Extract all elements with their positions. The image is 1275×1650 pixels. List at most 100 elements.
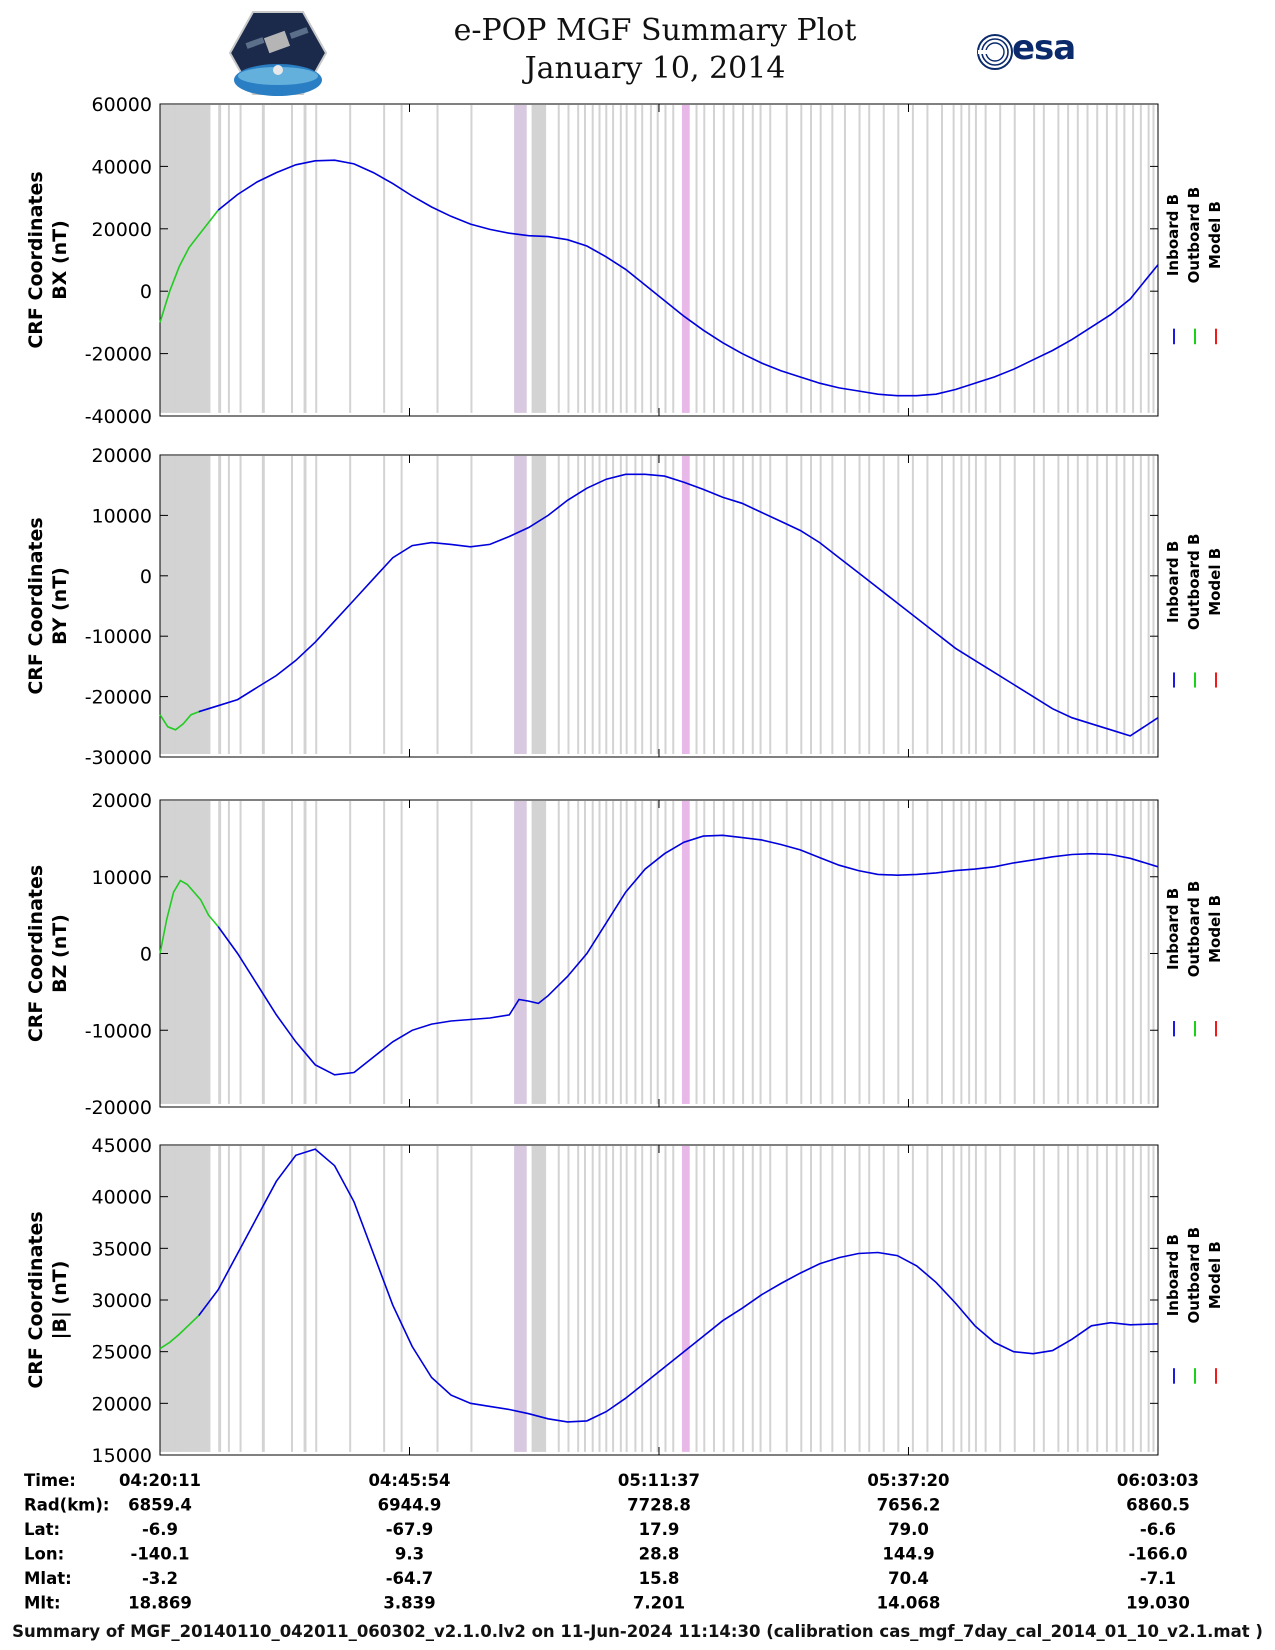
shade-line	[1147, 456, 1150, 754]
shade-band	[514, 801, 527, 1104]
legend-label: Model B	[1206, 1241, 1224, 1309]
plot-title: e-POP MGF Summary Plot January 10, 2014	[0, 12, 1275, 88]
y-tick-label: 0	[140, 281, 152, 303]
shade-line	[868, 1146, 871, 1452]
shade-line	[641, 801, 644, 1104]
shade-line	[315, 456, 318, 754]
shade-line	[868, 801, 871, 1104]
shade-line	[672, 456, 675, 754]
y-axis-label-line-1: CRF Coordinates	[25, 517, 47, 694]
shade-line	[695, 1146, 698, 1452]
shade-band	[261, 105, 265, 413]
shade-line	[656, 456, 659, 754]
shade-line	[625, 801, 628, 1104]
shade-line	[664, 801, 667, 1104]
shade-line	[577, 801, 580, 1104]
shade-line	[470, 105, 473, 413]
ephemeris-value: 04:20:11	[119, 1471, 201, 1490]
shade-band	[160, 456, 211, 754]
shade-line	[703, 456, 706, 754]
ephemeris-row-label: Time:	[24, 1471, 76, 1490]
shade-line	[882, 105, 885, 413]
shade-line	[940, 105, 943, 413]
shade-line	[1076, 1146, 1079, 1452]
legend-label: Model B	[1206, 201, 1224, 269]
shade-line	[882, 801, 885, 1104]
panel-3: -20000 -10000 0 10000 20000 CRF Coordinates BZ…	[25, 790, 1224, 1119]
ephemeris-value: 70.4	[888, 1569, 929, 1588]
title-line-1: e-POP MGF Summary Plot	[453, 13, 857, 48]
y-tick-label: -20000	[85, 344, 152, 366]
shade-line	[712, 1146, 715, 1452]
series-line	[159, 879, 219, 954]
shade-band	[261, 801, 265, 1104]
shade-line	[557, 456, 560, 754]
shade-line	[1152, 456, 1155, 754]
shade-line	[722, 456, 725, 754]
shade-line	[695, 105, 698, 413]
series-line	[217, 834, 1159, 1076]
shade-band	[261, 456, 265, 754]
ephemeris-table: Time: Rad(km): Lat: Lon: Mlat: Mlt: 04:20:11 68…	[24, 1471, 1199, 1613]
shade-line	[1067, 801, 1070, 1104]
shade-line	[634, 105, 637, 413]
shade-line	[843, 456, 846, 754]
shade-line	[1115, 801, 1118, 1104]
shade-band	[160, 1146, 211, 1452]
shade-line	[591, 105, 594, 413]
y-tick-label: 60000	[92, 94, 152, 116]
shade-line	[1013, 456, 1016, 754]
shade-line	[1076, 456, 1079, 754]
legend-label: Outboard B	[1185, 1227, 1203, 1324]
panel-1: -40000 -20000 0 20000 40000 60000 CRF Coordina…	[25, 94, 1224, 428]
shade-line	[239, 456, 242, 754]
shade-line	[843, 801, 846, 1104]
ephemeris-value: 79.0	[888, 1520, 929, 1539]
shade-line	[612, 105, 615, 413]
shade-line	[577, 1146, 580, 1452]
ephemeris-value: 6860.5	[1126, 1496, 1190, 1515]
shade-line	[1132, 1146, 1135, 1452]
ephemeris-value: -7.1	[1140, 1569, 1176, 1588]
shade-line	[1139, 105, 1142, 413]
shade-band	[514, 105, 527, 413]
ephemeris-value: 7728.8	[627, 1496, 691, 1515]
shade-line	[952, 1146, 955, 1452]
shade-line	[583, 1146, 586, 1452]
shade-line	[703, 801, 706, 1104]
plot-frame	[159, 799, 1159, 1108]
shade-line	[557, 801, 560, 1104]
shade-line	[577, 105, 580, 413]
esa-swirl-logo-icon	[977, 34, 1013, 70]
shade-line	[1057, 456, 1060, 754]
shade-line	[1042, 801, 1045, 1104]
shade-line	[911, 1146, 914, 1452]
shade-line	[785, 1146, 788, 1452]
shade-line	[759, 456, 762, 754]
shade-line	[1123, 456, 1126, 754]
shade-line	[436, 105, 439, 413]
shade-line	[1147, 105, 1150, 413]
shade-line	[999, 105, 1002, 413]
shade-line	[897, 105, 900, 413]
shade-line	[175, 801, 178, 1104]
shade-line	[960, 456, 963, 754]
y-tick-label: 0	[140, 566, 152, 588]
shade-line	[703, 1146, 706, 1452]
shade-line	[858, 801, 861, 1104]
shade-line	[641, 105, 644, 413]
shade-line	[712, 456, 715, 754]
shade-line	[810, 1146, 813, 1452]
shade-line	[769, 1146, 772, 1452]
shade-line	[1086, 456, 1089, 754]
shade-line	[1139, 801, 1142, 1104]
shade-line	[1013, 105, 1016, 413]
shade-line	[612, 801, 615, 1104]
series-line	[159, 209, 219, 323]
shade-line	[759, 1146, 762, 1452]
shade-line	[819, 456, 822, 754]
series-line	[159, 1314, 200, 1350]
ephemeris-value: -64.7	[386, 1569, 434, 1588]
shade-line	[882, 1146, 885, 1452]
shade-band	[681, 1146, 690, 1452]
